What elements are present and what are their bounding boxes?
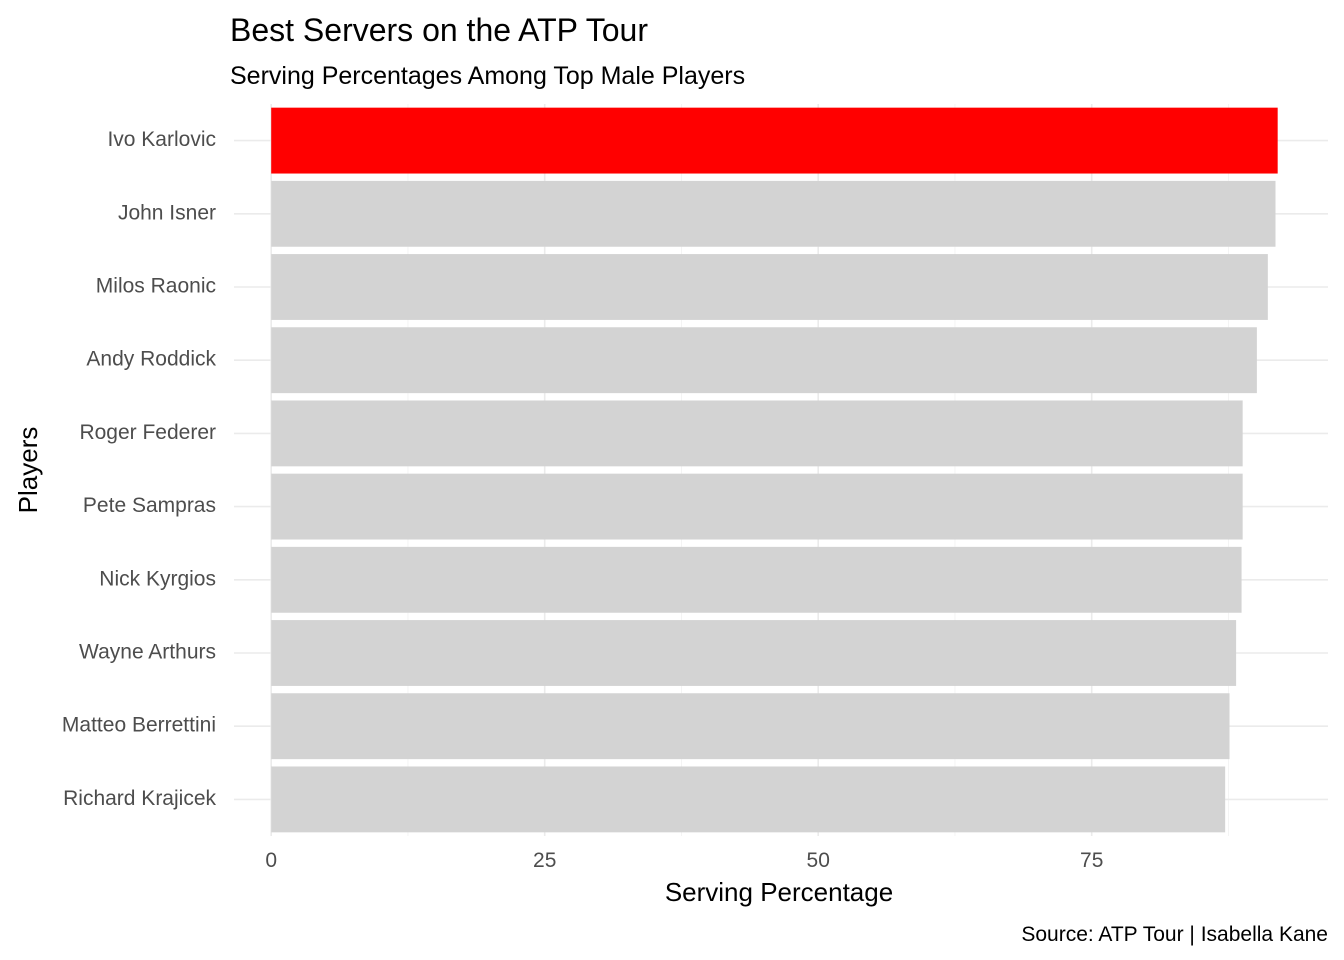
bar	[271, 254, 1268, 320]
caption: Source: ATP Tour | Isabella Kane	[1021, 923, 1328, 946]
category-labels: Ivo Karlovic John Isner Milos Raonic Andy R…	[62, 128, 217, 810]
bar	[271, 766, 1226, 833]
category-label: Roger Federer	[79, 421, 216, 444]
bar	[271, 546, 1242, 613]
category-label: Richard Krajicek	[63, 787, 216, 810]
category-label: Ivo Karlovic	[107, 128, 216, 151]
bars	[271, 107, 1278, 833]
bar	[271, 693, 1230, 760]
category-label: Andy Roddick	[86, 348, 216, 371]
category-label: Matteo Berrettini	[62, 714, 216, 737]
chart-title: Best Servers on the ATP Tour	[230, 12, 648, 48]
bar	[271, 400, 1243, 467]
x-tick-label: 25	[533, 849, 556, 872]
x-tick-label: 75	[1080, 849, 1103, 872]
category-label: John Isner	[118, 201, 216, 224]
bar	[271, 180, 1276, 247]
x-tick-labels: 0 25 50 75	[265, 849, 1103, 872]
category-label: Nick Kyrgios	[99, 567, 216, 590]
x-tick-label: 50	[807, 849, 830, 872]
category-label: Pete Sampras	[83, 494, 216, 517]
bar	[271, 327, 1257, 394]
bar	[271, 473, 1243, 540]
x-tick-label: 0	[265, 849, 277, 872]
category-label: Wayne Arthurs	[79, 641, 216, 664]
bar	[271, 107, 1278, 174]
y-axis-title: Players	[13, 427, 43, 514]
chart-subtitle: Serving Percentages Among Top Male Playe…	[230, 62, 745, 90]
x-axis-title: Serving Percentage	[665, 877, 893, 907]
bar	[271, 620, 1237, 686]
category-label: Milos Raonic	[96, 275, 216, 298]
